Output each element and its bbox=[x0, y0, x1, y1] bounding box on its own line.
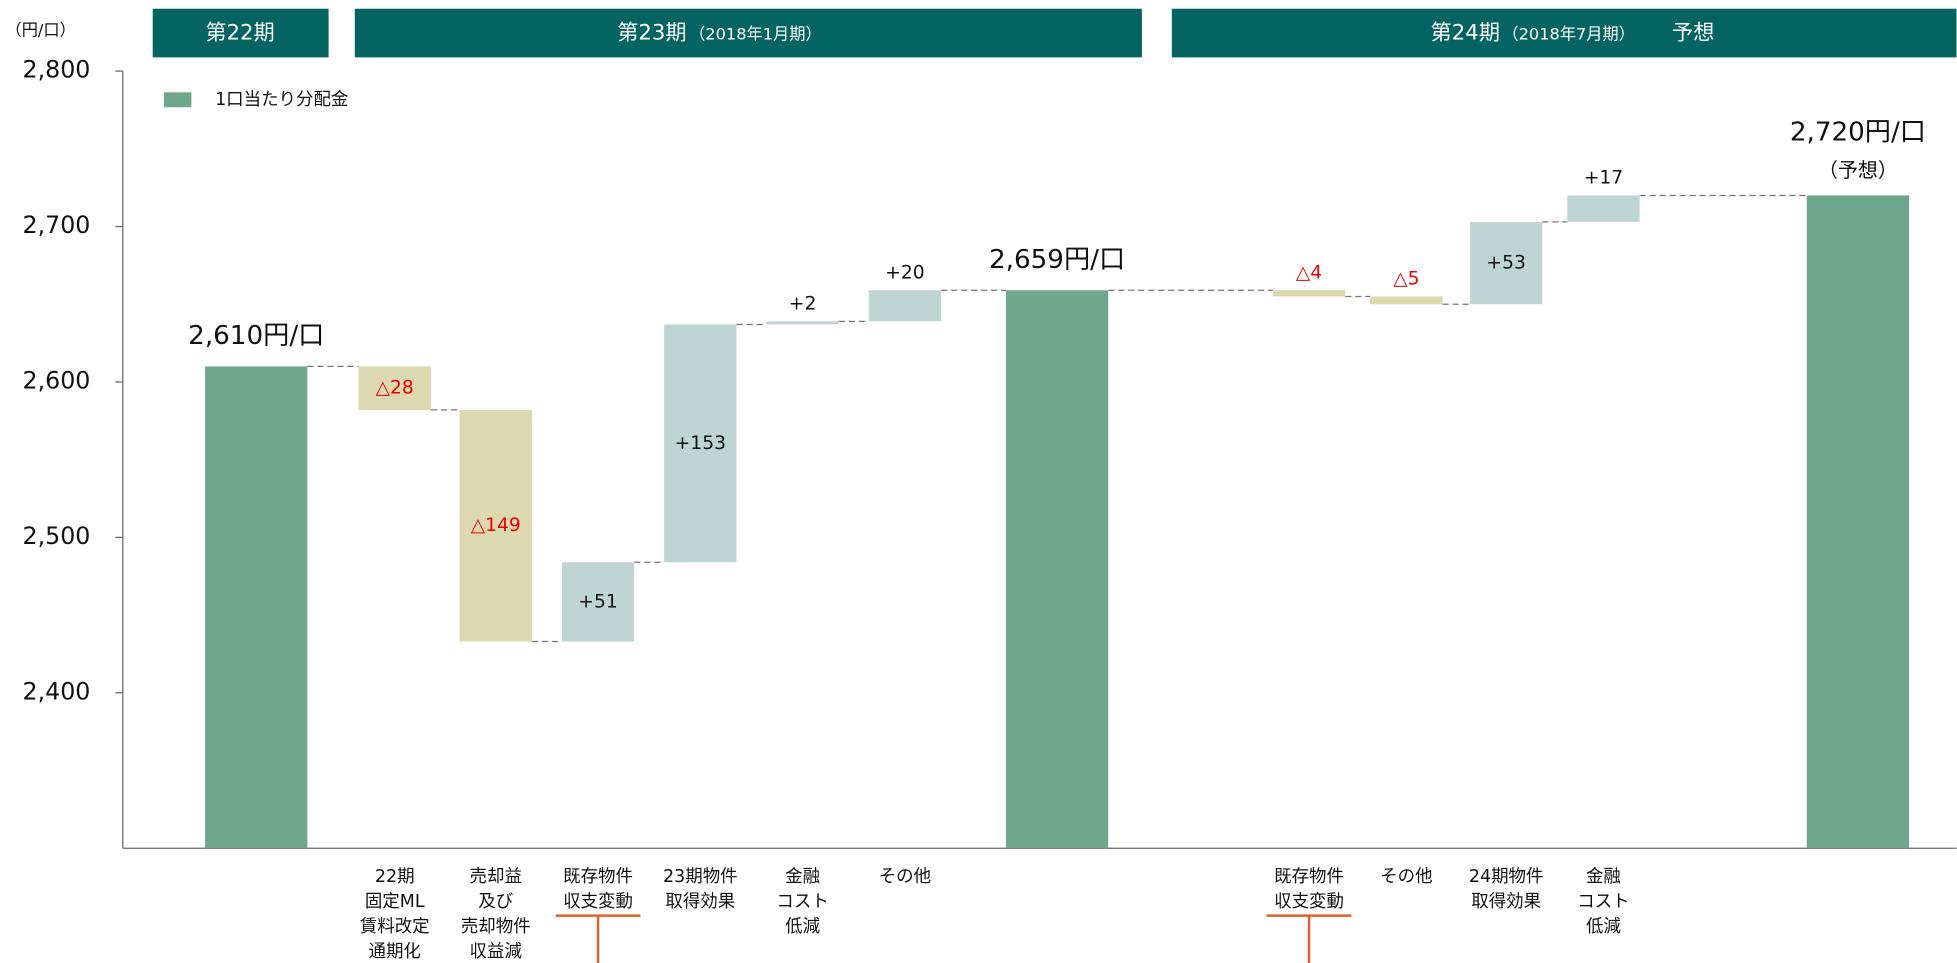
period-header bbox=[354, 8, 1142, 58]
legend-label: 1口当たり分配金 bbox=[215, 90, 348, 110]
bar bbox=[1567, 195, 1640, 222]
x-tick-label: コスト bbox=[776, 892, 828, 912]
x-tick-label: 低減 bbox=[1586, 917, 1621, 937]
x-tick-label: 既存物件 bbox=[1274, 867, 1344, 887]
x-tick-label: 23期物件 bbox=[663, 867, 738, 887]
bar bbox=[664, 324, 737, 563]
value-label: +20 bbox=[885, 262, 924, 283]
period-header bbox=[152, 8, 329, 58]
period-header bbox=[1171, 8, 1957, 58]
bar bbox=[358, 366, 431, 410]
x-tick-label: 売却益 bbox=[470, 867, 522, 887]
y-unit: （円/口） bbox=[6, 21, 76, 40]
legend-swatch bbox=[163, 92, 192, 108]
bar bbox=[459, 409, 532, 642]
bar bbox=[1005, 290, 1109, 849]
x-tick-label: 金融 bbox=[785, 867, 820, 887]
bar bbox=[1469, 221, 1543, 305]
annotation: （予想） bbox=[1818, 158, 1898, 182]
bar bbox=[1370, 296, 1443, 305]
value-label: +51 bbox=[578, 591, 617, 612]
value-label: △28 bbox=[376, 378, 414, 399]
value-label: △4 bbox=[1296, 262, 1322, 283]
x-tick-label: 固定ML bbox=[365, 892, 425, 912]
x-tick-label: 収益減 bbox=[470, 942, 523, 962]
value-label: △5 bbox=[1393, 269, 1419, 290]
bar bbox=[766, 321, 839, 325]
x-tick-label: 22期 bbox=[375, 867, 415, 887]
x-tick-label: 通期化 bbox=[369, 942, 421, 962]
x-tick-label: 売却物件 bbox=[461, 917, 531, 937]
y-tick-label: 2,700 bbox=[23, 211, 91, 239]
bar bbox=[868, 290, 942, 322]
value-label: 2,720円/口 bbox=[1790, 118, 1926, 148]
x-tick-label: 金融 bbox=[1586, 867, 1621, 887]
period-sub: （2018年7月期） bbox=[1502, 24, 1635, 43]
value-label: +17 bbox=[1584, 167, 1623, 188]
period-note: 予想 bbox=[1672, 20, 1714, 45]
x-tick-label: 24期物件 bbox=[1469, 867, 1544, 887]
value-label: +53 bbox=[1486, 253, 1525, 274]
value-label: +153 bbox=[675, 433, 726, 454]
period-sub: （2018年1月期） bbox=[689, 24, 822, 43]
value-label: 2,659円/口 bbox=[989, 245, 1125, 275]
y-tick-label: 2,400 bbox=[23, 677, 91, 705]
x-tick-label: 収支変動 bbox=[563, 892, 633, 912]
bar bbox=[1272, 290, 1346, 297]
x-tick-label: 賃料改定 bbox=[360, 917, 430, 937]
value-label: 2,610円/口 bbox=[188, 321, 324, 351]
x-tick-label: 取得効果 bbox=[1471, 892, 1541, 912]
bar bbox=[205, 366, 308, 849]
bar bbox=[1806, 195, 1910, 849]
y-tick-label: 2,800 bbox=[23, 56, 91, 84]
bar bbox=[561, 562, 635, 642]
x-tick-label: コスト bbox=[1577, 892, 1629, 912]
period-name: 第24期 bbox=[1431, 20, 1500, 45]
value-label: △149 bbox=[471, 515, 521, 536]
x-tick-label: 収支変動 bbox=[1274, 892, 1344, 912]
period-name: 第23期 bbox=[617, 20, 686, 45]
x-tick-label: 既存物件 bbox=[563, 867, 633, 887]
x-tick-label: 取得効果 bbox=[665, 892, 735, 912]
x-tick-label: その他 bbox=[1380, 867, 1432, 887]
x-tick-label: 及び bbox=[478, 892, 513, 912]
period-name: 第22期 bbox=[205, 20, 274, 45]
y-tick-label: 2,500 bbox=[23, 522, 91, 550]
x-tick-label: 低減 bbox=[785, 917, 820, 937]
value-label: +2 bbox=[789, 293, 817, 314]
y-tick-label: 2,600 bbox=[23, 366, 91, 394]
x-tick-label: その他 bbox=[879, 867, 931, 887]
